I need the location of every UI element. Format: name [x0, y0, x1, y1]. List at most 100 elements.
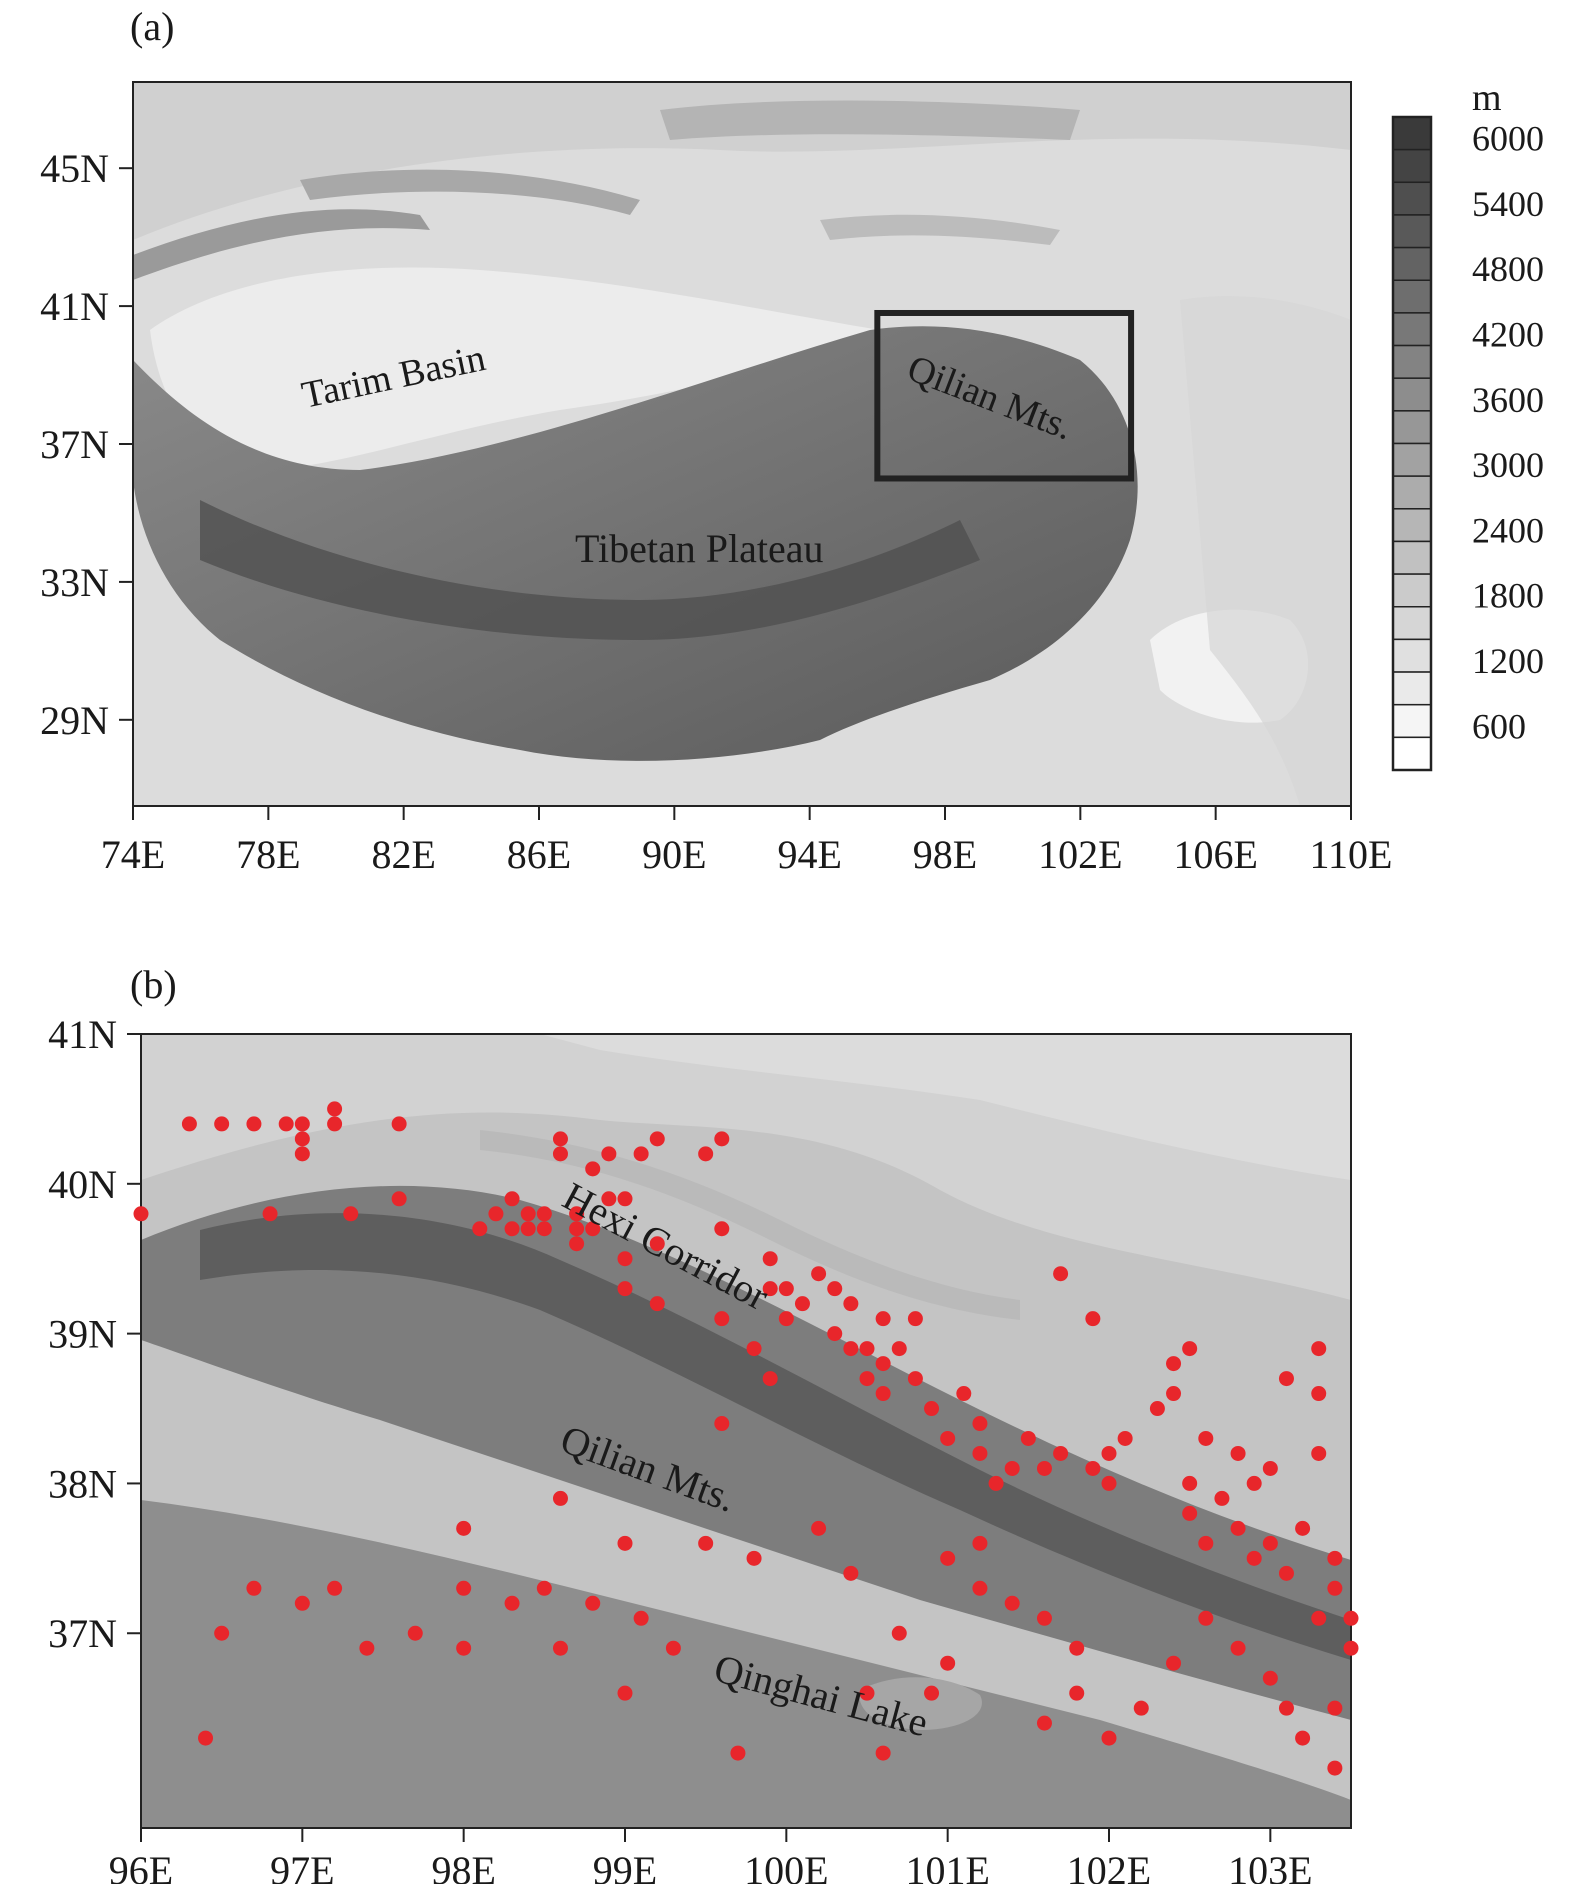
y-tick-label-a: 41N: [40, 284, 109, 329]
station-point: [1311, 1341, 1327, 1357]
station-point: [214, 1116, 230, 1132]
station-point: [617, 1281, 633, 1297]
station-point: [940, 1430, 956, 1446]
y-tick-label-b: 37N: [48, 1611, 117, 1656]
station-point: [1198, 1430, 1214, 1446]
colorbar-frame: [1391, 115, 1433, 772]
station-point: [1085, 1460, 1101, 1476]
station-point: [924, 1685, 940, 1701]
station-point: [649, 1131, 665, 1147]
station-point: [1327, 1580, 1343, 1596]
station-point: [972, 1445, 988, 1461]
station-point: [956, 1386, 972, 1402]
colorbar-level-label: 2400: [1472, 510, 1544, 550]
panel-b-axes: 96E 97E 98E 99E 100E 101E 102E 103E 41N 40N 39N 38N…: [48, 1012, 1312, 1884]
panel-a-map: [133, 82, 1351, 806]
panel-b-label: (b): [130, 962, 177, 1007]
station-point: [827, 1326, 843, 1342]
station-point: [891, 1625, 907, 1641]
x-tick-label-a: 94E: [777, 832, 841, 877]
panel-a: (a) Tarim Basin Qilian Mts. Tibetan Plat…: [40, 4, 1544, 877]
station-point: [1004, 1595, 1020, 1611]
station-point: [714, 1311, 730, 1327]
y-tick-label-b: 40N: [48, 1162, 117, 1207]
station-point: [1311, 1445, 1327, 1461]
x-tick-label-b: 103E: [1228, 1848, 1312, 1884]
station-point: [1214, 1490, 1230, 1506]
station-point: [504, 1221, 520, 1237]
station-point: [633, 1146, 649, 1162]
x-tick-label-b: 101E: [905, 1848, 989, 1884]
station-point: [1053, 1266, 1069, 1282]
x-tick-label-a: 90E: [642, 832, 706, 877]
station-point: [762, 1371, 778, 1387]
station-point: [246, 1580, 262, 1596]
station-point: [1182, 1505, 1198, 1521]
station-point: [1036, 1715, 1052, 1731]
station-point: [585, 1221, 601, 1237]
station-point: [1295, 1520, 1311, 1536]
station-point: [504, 1191, 520, 1207]
colorbar-level-label: 4800: [1472, 249, 1544, 289]
station-point: [601, 1146, 617, 1162]
x-tick-label-a: 98E: [913, 832, 977, 877]
station-point: [1149, 1401, 1165, 1417]
station-point: [214, 1625, 230, 1641]
station-point: [472, 1221, 488, 1237]
station-point: [359, 1640, 375, 1656]
colorbar-swatch: [1392, 279, 1432, 314]
colorbar-swatch: [1392, 638, 1432, 673]
station-point: [617, 1685, 633, 1701]
panel-a-axes: 74E 78E 82E 86E 90E 94E 98E 102E 106E 110E 45N 41N 3…: [40, 146, 1392, 877]
station-point: [1198, 1535, 1214, 1551]
station-point: [569, 1221, 585, 1237]
station-point: [327, 1101, 343, 1117]
x-tick-label-b: 100E: [744, 1848, 828, 1884]
station-point: [778, 1311, 794, 1327]
station-point: [988, 1475, 1004, 1491]
station-point: [924, 1401, 940, 1417]
station-point: [649, 1296, 665, 1312]
colorbar-swatch: [1392, 442, 1432, 477]
x-tick-label-a: 106E: [1173, 832, 1257, 877]
station-point: [1295, 1730, 1311, 1746]
station-point: [762, 1251, 778, 1267]
colorbar-level-label: 5400: [1472, 184, 1544, 224]
y-tick-label-b: 39N: [48, 1312, 117, 1357]
colorbar-level-label: 1200: [1472, 641, 1544, 681]
colorbar-swatch: [1392, 410, 1432, 445]
station-point: [343, 1206, 359, 1222]
x-tick-label-b: 98E: [431, 1848, 495, 1884]
study-area-box: [874, 309, 1135, 482]
x-tick-label-a: 102E: [1038, 832, 1122, 877]
station-point: [262, 1206, 278, 1222]
station-point: [1262, 1460, 1278, 1476]
station-point: [278, 1116, 294, 1132]
station-point: [875, 1386, 891, 1402]
station-point: [891, 1341, 907, 1357]
station-point: [1246, 1550, 1262, 1566]
station-point: [746, 1550, 762, 1566]
station-point: [456, 1580, 472, 1596]
station-point: [1278, 1700, 1294, 1716]
x-tick-label-a: 74E: [101, 832, 165, 877]
station-point: [552, 1490, 568, 1506]
station-point: [488, 1206, 504, 1222]
station-point: [1262, 1670, 1278, 1686]
station-point: [246, 1116, 262, 1132]
station-point: [617, 1535, 633, 1551]
y-tick-label-a: 37N: [40, 422, 109, 467]
station-point: [1343, 1610, 1359, 1626]
station-point: [698, 1535, 714, 1551]
station-point: [1133, 1700, 1149, 1716]
station-point: [536, 1206, 552, 1222]
colorbar-unit: m: [1472, 77, 1502, 119]
panel-b: (b) Hexi Corridor Qilian Mts. Qinghai La…: [48, 962, 1359, 1884]
colorbar-level-label: 600: [1472, 706, 1526, 746]
station-point: [972, 1416, 988, 1432]
station-point: [407, 1625, 423, 1641]
station-point: [1069, 1685, 1085, 1701]
station-point: [536, 1221, 552, 1237]
station-point: [601, 1191, 617, 1207]
station-point: [456, 1520, 472, 1536]
